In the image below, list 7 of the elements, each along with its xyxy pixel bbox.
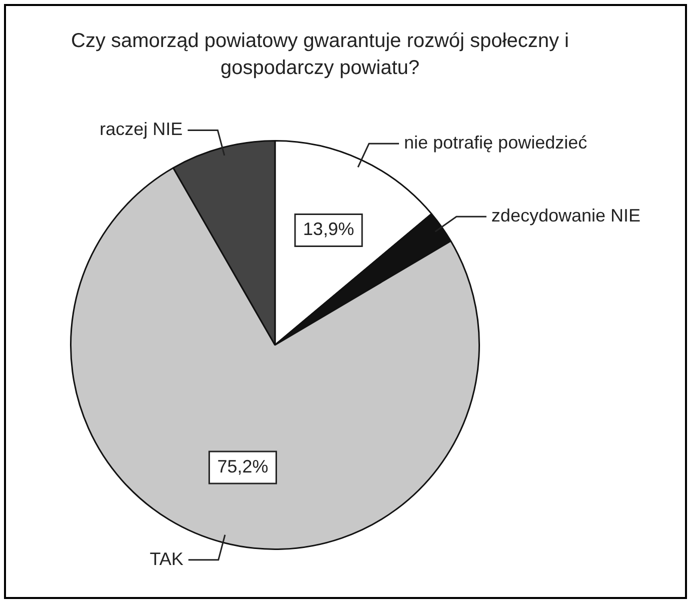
slice-label: raczej NIE	[100, 119, 183, 140]
slice-label: nie potrafię powiedzieć	[404, 132, 588, 153]
chart-title: Czy samorząd powiatowy gwarantuje rozwój społeczny i gospodarczy powiatu?	[70, 29, 570, 81]
data-label: 75,2%	[217, 456, 268, 476]
slice-label: zdecydowanie NIE	[491, 206, 641, 226]
data-label: 13,9%	[303, 219, 354, 240]
slice-label: TAK	[150, 548, 184, 569]
